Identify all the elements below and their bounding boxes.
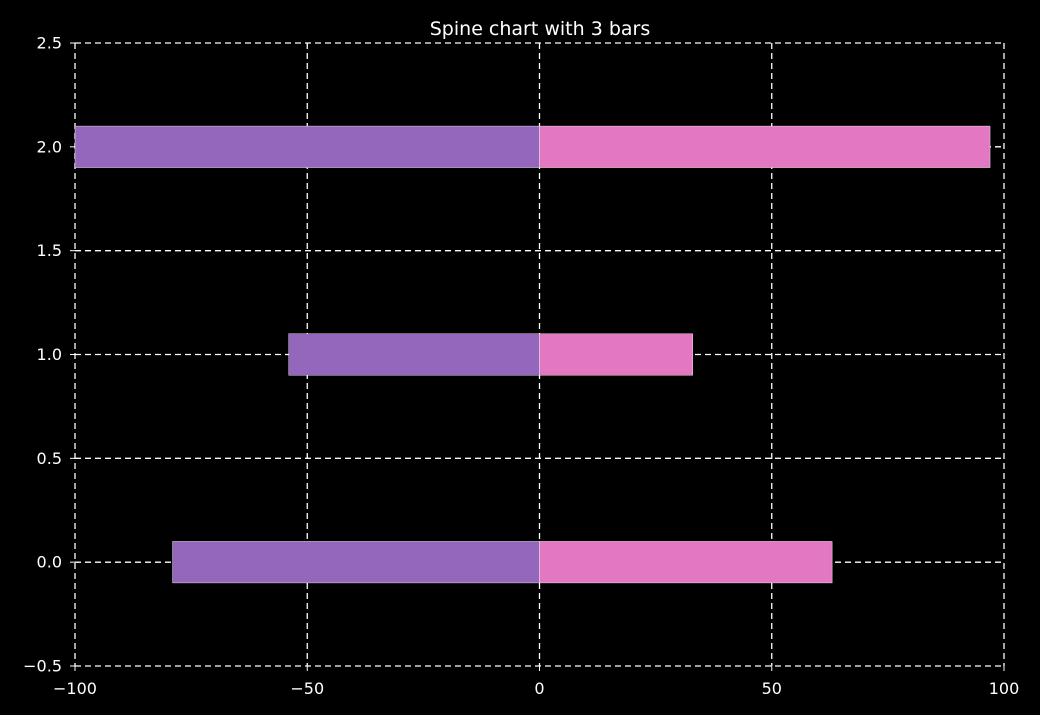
y-tick-label: 1.0 (37, 345, 62, 364)
x-tick-label: −50 (290, 679, 324, 698)
y-tick-label: −0.5 (23, 657, 62, 676)
bar-left-segment (172, 541, 540, 584)
y-tick-label: 2.5 (37, 34, 62, 53)
x-tick-label: −100 (53, 679, 97, 698)
x-tick-label: 0 (534, 679, 544, 698)
axis-layer: −100 −50 0 50 100 −0.5 0.0 0.5 1.0 1.5 2.0 2.5 (23, 34, 1019, 699)
y-tick-label: 1.5 (37, 241, 62, 260)
chart-title: Spine chart with 3 bars (430, 18, 651, 40)
y-tick-label: 0.5 (37, 449, 62, 468)
bar-right-segment (539, 333, 693, 376)
y-tick-label: 0.0 (37, 553, 62, 572)
bar-left-segment (288, 333, 540, 376)
bar-left-segment (74, 125, 540, 168)
x-tick-label: 100 (989, 679, 1020, 698)
x-tick-label: 50 (762, 679, 782, 698)
y-tick-label: 2.0 (37, 137, 62, 156)
bar-right-segment (539, 125, 991, 168)
bar-layer (74, 125, 991, 584)
bar-right-segment (539, 541, 833, 584)
